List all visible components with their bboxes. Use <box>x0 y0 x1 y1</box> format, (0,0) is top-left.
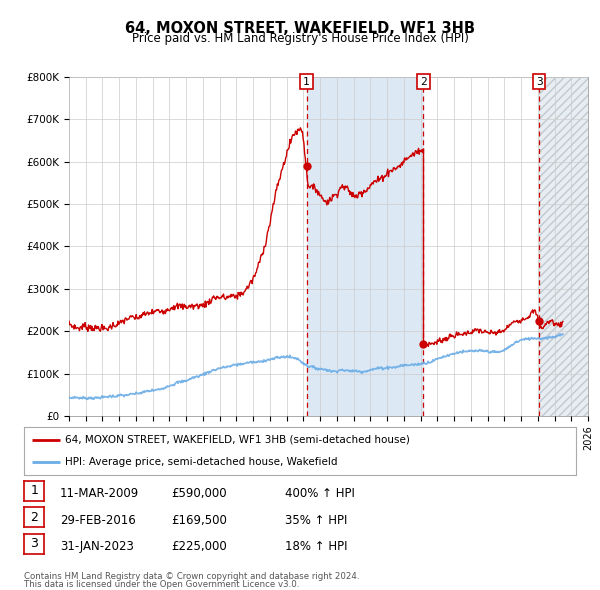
Text: 18% ↑ HPI: 18% ↑ HPI <box>285 540 347 553</box>
Text: £590,000: £590,000 <box>171 487 227 500</box>
Text: 1: 1 <box>303 77 310 87</box>
Bar <box>539 77 588 416</box>
Text: 35% ↑ HPI: 35% ↑ HPI <box>285 514 347 527</box>
Text: 400% ↑ HPI: 400% ↑ HPI <box>285 487 355 500</box>
Text: HPI: Average price, semi-detached house, Wakefield: HPI: Average price, semi-detached house,… <box>65 457 338 467</box>
Text: Price paid vs. HM Land Registry's House Price Index (HPI): Price paid vs. HM Land Registry's House … <box>131 32 469 45</box>
Text: 2: 2 <box>420 77 427 87</box>
Text: Contains HM Land Registry data © Crown copyright and database right 2024.: Contains HM Land Registry data © Crown c… <box>24 572 359 581</box>
Text: 1: 1 <box>30 484 38 497</box>
Bar <box>539 77 588 416</box>
Text: 2: 2 <box>30 511 38 524</box>
Text: 11-MAR-2009: 11-MAR-2009 <box>60 487 139 500</box>
Text: 29-FEB-2016: 29-FEB-2016 <box>60 514 136 527</box>
Text: 3: 3 <box>30 537 38 550</box>
Bar <box>307 77 424 416</box>
Text: 64, MOXON STREET, WAKEFIELD, WF1 3HB (semi-detached house): 64, MOXON STREET, WAKEFIELD, WF1 3HB (se… <box>65 435 410 445</box>
Text: This data is licensed under the Open Government Licence v3.0.: This data is licensed under the Open Gov… <box>24 580 299 589</box>
Text: 64, MOXON STREET, WAKEFIELD, WF1 3HB: 64, MOXON STREET, WAKEFIELD, WF1 3HB <box>125 21 475 35</box>
Text: £169,500: £169,500 <box>171 514 227 527</box>
Text: 31-JAN-2023: 31-JAN-2023 <box>60 540 134 553</box>
Text: 3: 3 <box>536 77 542 87</box>
Text: £225,000: £225,000 <box>171 540 227 553</box>
